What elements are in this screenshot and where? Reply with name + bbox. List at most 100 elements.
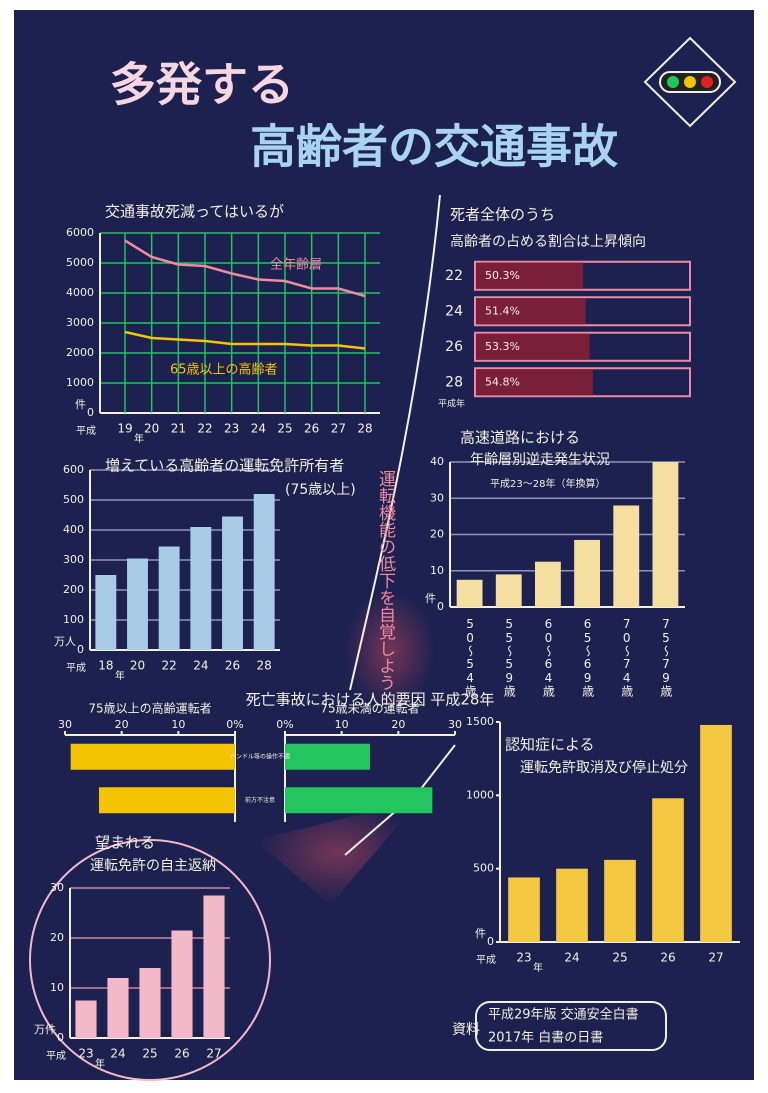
y-tick-label: 20 [50,931,64,944]
x-tick-label: 20 [391,718,405,731]
x-tick-label: 22 [197,422,212,436]
bar [171,930,193,1038]
x-tick-label: 65～69歳 [581,617,595,697]
legend-label: 65歳以上の高齢者 [170,362,278,378]
bar [139,968,161,1038]
bar [107,978,129,1038]
series-label: 75歳未満の運転者 [320,702,419,716]
bar [190,527,212,650]
bar [95,575,117,650]
x-suffix: 年 [134,432,144,445]
bar [604,859,636,942]
x-tick-label: 24 [110,1047,125,1061]
x-suffix: 年 [95,1057,105,1070]
x-tick-label: 24 [564,951,579,965]
x-tick-label: 20 [144,422,159,436]
chart-title: 高速道路における [460,429,580,447]
source: 2017年 白書の日書 [488,1030,603,1046]
x-tick-label: 21 [171,422,186,436]
chart-subtitle: 運転免許取消及び停止処分 [520,760,688,776]
bar [700,724,732,942]
x-prefix: 平成 [46,1050,66,1062]
y-tick-label: 100 [63,613,84,626]
y-tick-label: 500 [63,493,84,506]
bar [222,516,243,650]
bar-track [474,260,691,291]
category-unit: 平成年 [438,398,465,410]
y-tick-label: 200 [63,583,84,596]
x-tick-label: 0% [226,718,243,731]
category-label: 前方不注意 [245,796,275,804]
bar [652,798,684,942]
x-suffix: 年 [115,669,125,682]
x-prefix: 平成 [76,425,96,437]
bar-track [474,367,691,398]
chart-title: 死亡事故における人的要因 平成28年 [246,691,495,709]
bar [285,743,370,770]
y-tick-label: 10 [430,564,444,577]
x-tick-label: 23 [516,951,531,965]
y-tick-label: 500 [473,862,494,875]
bar [75,1000,97,1038]
legend-label: 全年齢層 [270,258,322,273]
bar [456,579,483,607]
chart-subtitle: 運転免許の自主返納 [90,858,216,874]
chart-title: 死者全体のうち [450,206,555,224]
x-tick-label: 25 [142,1047,157,1061]
series-label: 75歳以上の高齢運転者 [88,702,211,716]
x-tick-label: 25 [612,951,627,965]
x-tick-label: 55～59歳 [502,617,516,697]
source-label: 資料 [452,1022,480,1038]
bar [613,505,640,607]
x-tick-label: 20 [115,718,129,731]
bar [476,262,584,289]
x-tick-label: 27 [708,951,723,965]
x-tick-label: 26 [660,951,675,965]
y-tick-label: 0 [437,600,444,613]
bar [574,539,601,607]
x-tick-label: 19 [117,422,132,436]
bar-track [474,296,691,327]
y-tick-label: 0 [87,406,94,419]
circle-frame [29,839,271,1081]
y-tick-label: 5000 [66,256,94,269]
chart-title: 交通事故死減ってはいるが [105,203,284,221]
x-tick-label: 10 [171,718,185,731]
y-tick-label: 6000 [66,226,94,239]
y-tick-label: 30 [50,881,64,894]
y-tick-label: 400 [63,523,84,536]
bar-track [474,331,691,362]
y-tick-label: 24 [445,303,463,319]
source-box [475,1001,667,1051]
y-tick-label: 0 [57,1031,64,1044]
traffic-light [643,36,737,128]
bar [556,868,588,942]
bar [508,877,540,942]
y-tick-label: 1500 [466,715,494,728]
x-tick-label: 23 [78,1047,93,1061]
value-label: 54.8% [485,375,520,388]
source: 平成29年版 交通安全白書 [488,1007,639,1023]
value-label: 51.4% [485,304,520,317]
y-tick-label: 40 [430,455,444,468]
bar [285,787,433,814]
value-label: 53.3% [485,340,520,353]
x-tick-label: 20 [130,659,145,673]
x-tick-label: 75～79歳 [659,617,673,697]
x-tick-label: 28 [257,659,272,673]
y-tick-label: 3000 [66,316,94,329]
line [124,330,366,350]
y-unit: 万人 [54,635,76,648]
y-tick-label: 2000 [66,346,94,359]
y-tick-label: 0 [487,935,494,948]
value-label: 50.3% [485,269,520,282]
x-tick-label: 26 [304,422,319,436]
x-tick-label: 22 [162,659,177,673]
y-tick-label: 0 [77,643,84,656]
bar [253,494,275,650]
bar [99,787,235,814]
x-tick-label: 0% [276,718,293,731]
chart-title: 望まれる [95,834,155,852]
y-tick-label: 300 [63,553,84,566]
